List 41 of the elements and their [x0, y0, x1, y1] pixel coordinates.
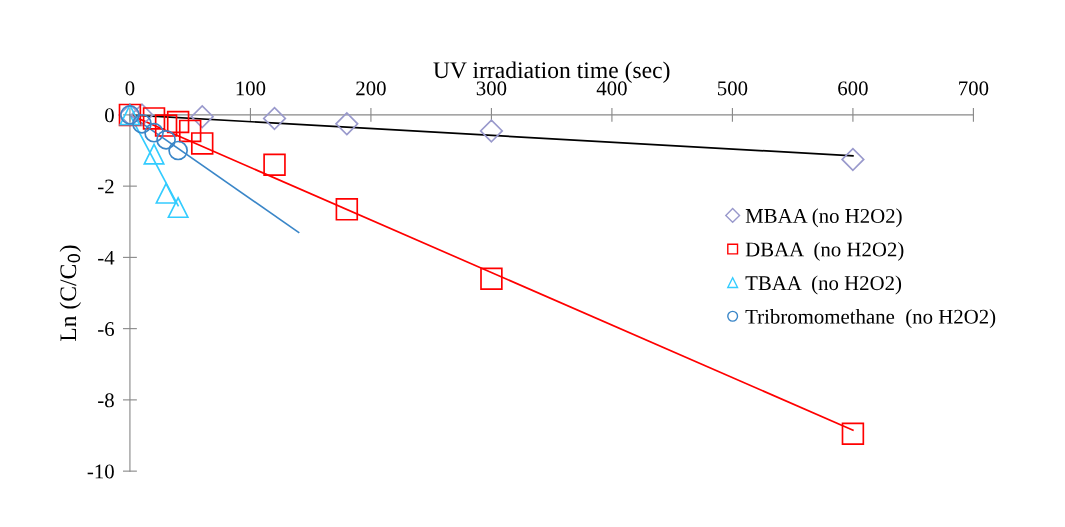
point	[156, 129, 176, 150]
x-tick-label: 300	[476, 81, 507, 96]
point	[262, 106, 287, 131]
x-tick-label: 0	[125, 81, 135, 96]
x-tick-label: 100	[236, 81, 266, 96]
y-tick-label: -10	[87, 464, 114, 479]
point	[841, 147, 865, 172]
point	[190, 132, 214, 155]
legend-label: Tribromomethane (no H2O2)	[745, 309, 996, 328]
point	[841, 422, 865, 445]
x-tick-label: 700	[959, 81, 989, 96]
point	[144, 122, 164, 143]
x-tick-label: 400	[596, 81, 627, 96]
point	[166, 110, 190, 134]
y-tick-label: -4	[98, 250, 115, 265]
y-tick-label: 0	[105, 108, 114, 123]
y-tick-label: -8	[98, 393, 114, 408]
legend-label: MBAA (no H2O2)	[745, 208, 902, 228]
x-tick-label: 200	[356, 81, 386, 96]
x-tick-label: 500	[718, 81, 748, 96]
point	[167, 196, 189, 219]
point	[479, 119, 504, 143]
point	[154, 114, 178, 137]
y-tick-label: -2	[98, 179, 114, 194]
point	[263, 153, 286, 177]
point	[480, 267, 503, 291]
point	[190, 105, 214, 129]
legend-label: TBAA (no H2O2)	[745, 275, 902, 295]
point	[335, 198, 359, 221]
point	[132, 113, 152, 134]
point	[335, 112, 359, 136]
point	[168, 140, 188, 161]
point	[155, 182, 177, 204]
point	[178, 119, 202, 143]
y-axis-title: Ln (C/C$_{0}$)	[59, 245, 82, 342]
x-tick-label: 600	[838, 81, 868, 96]
y-tick-label: -6	[98, 322, 115, 337]
point	[143, 143, 165, 165]
point	[142, 107, 166, 130]
point	[130, 103, 154, 127]
legend-label: DBAA (no H2O2)	[745, 241, 904, 261]
